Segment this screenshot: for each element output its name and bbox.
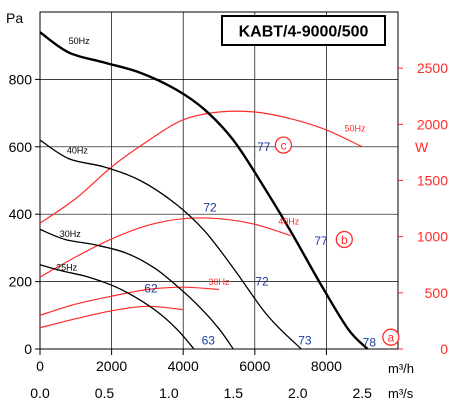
y-tick-label: 0 <box>24 341 32 357</box>
pressure-curves <box>39 31 369 350</box>
pressure-curve-label: 25Hz <box>56 262 78 272</box>
efficiency-label: 78 <box>363 335 377 349</box>
y-tick-label: 600 <box>9 139 33 155</box>
pressure-curve-line <box>39 264 195 350</box>
y2-axis-unit: W <box>415 139 429 155</box>
efficiency-label: 77 <box>314 234 328 248</box>
y-tick-label: 200 <box>9 274 33 290</box>
curve-labels: 50Hz 40Hz 30Hz 50Hz 40Hz 30Hz 25Hz 77 72 77 72 62 73… <box>56 36 400 349</box>
point-marker-label: c <box>280 139 286 153</box>
efficiency-label: 77 <box>257 140 271 154</box>
x-tick-label: 4000 <box>168 358 199 374</box>
pressure-curve-line <box>39 31 369 350</box>
pressure-curve-line <box>39 139 302 350</box>
x2-tick-label: 2.5 <box>352 385 372 401</box>
grid <box>39 11 399 350</box>
power-curve-line <box>39 110 363 224</box>
y2-tick-label: 500 <box>425 285 449 301</box>
x2-axis-unit: m³/s <box>388 386 414 401</box>
efficiency-label: 62 <box>144 281 158 295</box>
y-tick-label: 800 <box>9 71 33 87</box>
efficiency-label: 73 <box>298 334 312 348</box>
power-curve-label: 40Hz <box>278 216 300 226</box>
x-axis-unit: m³/h <box>388 361 414 376</box>
x-tick-label: 0 <box>36 358 44 374</box>
pressure-curve-label: 40Hz <box>67 146 89 156</box>
x2-tick-label: 0.5 <box>95 385 115 401</box>
y2-tick-label: 1000 <box>417 229 448 245</box>
y2-tick-label: 2500 <box>417 60 448 76</box>
efficiency-label: 63 <box>202 334 216 348</box>
power-curve-label: 30Hz <box>208 277 230 287</box>
x2-tick-label: 0.0 <box>30 385 50 401</box>
y-tick-label: 400 <box>9 206 33 222</box>
y2-tick-label: 0 <box>440 341 448 357</box>
power-curve-label: 50Hz <box>345 124 367 134</box>
point-marker-label: a <box>387 331 394 345</box>
title-box <box>221 15 386 46</box>
pressure-curve-line <box>39 228 234 350</box>
efficiency-label: 72 <box>255 275 269 289</box>
point-marker-circle <box>382 328 400 346</box>
y2-tick-label: 2000 <box>417 116 448 132</box>
pressure-curve-label: 30Hz <box>60 229 82 239</box>
point-marker-label: b <box>341 233 348 247</box>
x-tick-label: 6000 <box>239 358 270 374</box>
power-curve-line <box>39 286 220 316</box>
point-marker-circle <box>335 230 353 249</box>
x2-tick-label: 2.0 <box>288 385 308 401</box>
power-curve-line <box>39 217 291 278</box>
power-curves <box>39 110 363 329</box>
point-marker-circle <box>274 136 293 154</box>
chart-title: KABT/4-9000/500 <box>239 24 369 41</box>
x2-tick-label: 1.5 <box>224 385 244 401</box>
y-axis-unit: Pa <box>6 10 23 26</box>
pressure-curve-label: 50Hz <box>69 36 91 46</box>
x2-tick-label: 1.0 <box>159 385 179 401</box>
efficiency-label: 72 <box>203 200 217 214</box>
x-tick-label: 2000 <box>96 358 127 374</box>
power-curve-line <box>39 305 184 329</box>
plot-frame <box>39 11 399 350</box>
x-tick-label: 8000 <box>311 358 342 374</box>
y2-tick-label: 1500 <box>417 173 448 189</box>
